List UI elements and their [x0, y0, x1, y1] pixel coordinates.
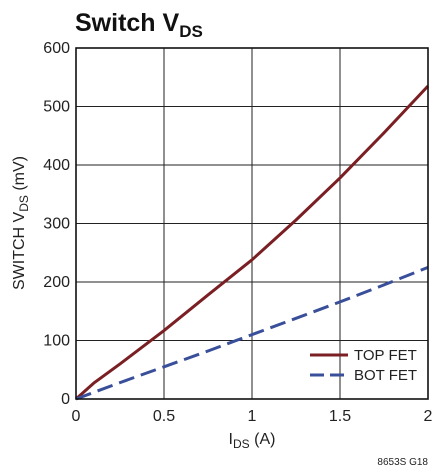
y-tick-labels: 0 100 200 300 400 500 600	[43, 40, 70, 408]
x-axis-label: IDS (A)	[229, 431, 276, 451]
y-tick-label: 0	[61, 391, 70, 408]
y-tick-label: 100	[43, 333, 70, 350]
legend-label: BOT FET	[354, 367, 417, 384]
y-tick-label: 400	[43, 157, 70, 174]
x-tick-label: 1	[248, 408, 257, 425]
y-tick-label: 500	[43, 99, 70, 116]
x-tick-label: 0.5	[153, 408, 175, 425]
figure-code: 8653S G18	[377, 457, 428, 468]
y-tick-label: 300	[43, 216, 70, 233]
y-tick-label: 200	[43, 274, 70, 291]
legend-label: TOP FET	[354, 347, 417, 364]
x-tick-label: 1.5	[329, 408, 351, 425]
chart-title: Switch VDS	[75, 9, 203, 41]
x-tick-label: 0	[72, 408, 81, 425]
x-tick-labels: 0 0.5 1 1.5 2	[72, 408, 433, 425]
y-axis-label: SWITCH VDS (mV)	[11, 156, 31, 290]
y-tick-label: 600	[43, 40, 70, 57]
x-tick-label: 2	[424, 408, 433, 425]
